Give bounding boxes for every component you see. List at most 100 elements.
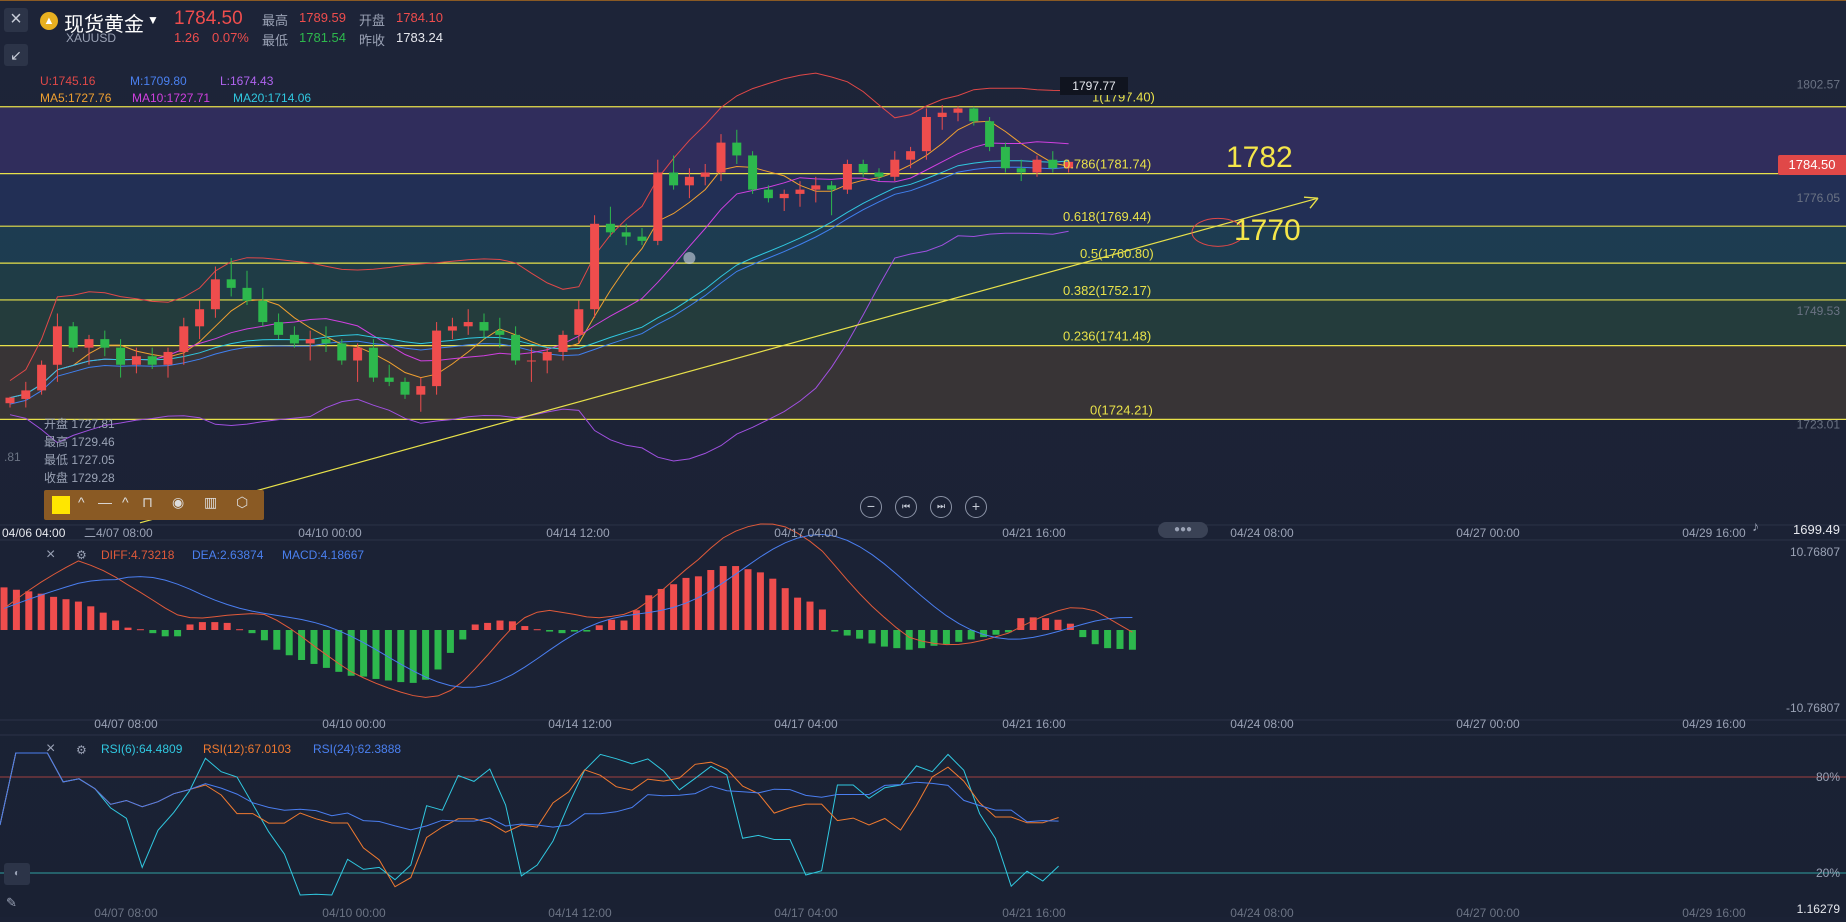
chevron-down-icon[interactable]: ▼ [147, 13, 159, 27]
close-macd-icon[interactable]: × [46, 546, 56, 563]
candle-body [305, 339, 315, 344]
macd-bar [1066, 623, 1074, 630]
macd-settings-icon[interactable]: ⚙ [76, 548, 87, 562]
candle-body [463, 322, 473, 327]
more-icon[interactable]: ●●● [1158, 522, 1208, 538]
instrument-title[interactable]: 现货黄金 [64, 14, 144, 36]
pencil-icon[interactable]: ✎ [6, 895, 17, 910]
price-tick: 1749.53 [1797, 304, 1841, 318]
macd-bar [694, 576, 702, 630]
macd-bar [806, 601, 814, 630]
macd-bar [1029, 617, 1037, 630]
current-price-tag: 1784.50 [1778, 155, 1846, 175]
eye-icon[interactable]: ◉ [172, 494, 185, 510]
macd-bar [236, 629, 244, 631]
support-trendline [139, 197, 1319, 524]
ohlc-low: 最低 1727.05 [44, 453, 115, 467]
macd-bar [434, 630, 442, 670]
close-icon[interactable]: × [4, 8, 28, 32]
macd-bar [161, 630, 169, 637]
macd-bar [930, 630, 938, 646]
macd-time-label: 04/29 16:00 [1682, 717, 1746, 731]
candle-body [5, 397, 15, 404]
candle-body [637, 236, 647, 241]
macd-bar [0, 587, 8, 630]
rsi6-label: RSI(6):64.4809 [101, 742, 183, 756]
macd-time-label: 04/21 16:00 [1002, 717, 1066, 731]
candle-body [1064, 161, 1074, 169]
boll-mid-label: M:1709.80 [130, 74, 187, 88]
candle-body [179, 326, 189, 352]
current-price: 1784.50 [174, 8, 243, 29]
lock-icon[interactable]: ⊓ [142, 494, 153, 510]
time-label: 04/29 16:00 [1682, 526, 1746, 540]
time-label: 04/14 12:00 [546, 526, 610, 540]
macd-bar [174, 630, 182, 637]
scroll-start-button[interactable]: ⏮ [895, 496, 917, 518]
fib-band [0, 173, 1846, 227]
macd-bar [409, 630, 417, 683]
macd-bar [198, 622, 206, 630]
candle-body [574, 309, 584, 335]
price-change: 1.26 [174, 30, 200, 45]
candle-body [653, 172, 663, 241]
boll-lower-line [9, 230, 1069, 462]
ma20-label: MA20:1714.06 [233, 91, 312, 105]
line-style-icon[interactable]: — [98, 494, 112, 510]
candle-body [684, 176, 694, 186]
candle-body [147, 356, 157, 365]
macd-bar [583, 630, 591, 632]
bell-icon[interactable]: ♪ [1752, 518, 1759, 534]
chevron-up-icon-2[interactable]: ^ [122, 494, 129, 510]
scroll-end-button[interactable]: ⏭ [930, 496, 952, 518]
trash-icon[interactable]: ▥ [204, 494, 218, 510]
macd-bar [99, 612, 107, 630]
collapse-icon[interactable]: ↙ [4, 44, 28, 66]
macd-bar [707, 570, 715, 630]
drawing-toolbar: ^ — ^ ⊓ ◉ ▥ ⬡ [44, 490, 264, 520]
annotation-1782[interactable]: 1782 [1226, 141, 1293, 174]
low-value: 1781.54 [299, 30, 346, 45]
macd-bar [521, 626, 529, 630]
ma5-label: MA5:1727.76 [40, 91, 112, 105]
candle-body [242, 287, 252, 301]
trend-line[interactable] [139, 196, 1319, 524]
time-label: 04/27 00:00 [1456, 526, 1520, 540]
candle-body [748, 155, 758, 190]
macd-bar [781, 588, 789, 630]
macd-bar [880, 630, 888, 647]
rsi-time-label: 04/10 00:00 [322, 906, 386, 917]
candle-body [384, 377, 394, 382]
macd-bar [756, 572, 764, 630]
candle-body [52, 326, 62, 365]
macd-bar [843, 630, 851, 636]
zoom-in-button[interactable]: + [965, 496, 987, 518]
candle-body [100, 339, 110, 348]
macd-bar [955, 630, 963, 642]
toggle-icon[interactable]: ◐ [4, 863, 30, 885]
rsi-settings-icon[interactable]: ⚙ [76, 743, 87, 757]
settings-icon[interactable]: ⬡ [236, 494, 249, 510]
chevron-up-icon[interactable]: ^ [78, 494, 85, 510]
rsi12-label: RSI(12):67.0103 [203, 742, 292, 756]
candle-body [969, 108, 979, 122]
candle-body [337, 343, 347, 361]
macd-bar [422, 630, 430, 680]
close-rsi-icon[interactable]: × [46, 740, 56, 757]
trendline-arrow-icon [1303, 196, 1319, 209]
zoom-out-button[interactable]: − [860, 496, 882, 518]
candle-body [795, 189, 805, 194]
rsi-time-label: 04/27 00:00 [1456, 906, 1520, 917]
macd-bar [124, 627, 132, 630]
color-swatch[interactable] [52, 496, 70, 514]
macd-bar [347, 630, 355, 676]
boll-mid-line [9, 166, 1069, 405]
anchor-point [683, 251, 696, 264]
annotation-1770[interactable]: 1770 [1234, 214, 1301, 247]
candle-body [274, 322, 284, 335]
rsi-time-label: 04/24 08:00 [1230, 906, 1294, 917]
time-label: 04/24 08:00 [1230, 526, 1294, 540]
